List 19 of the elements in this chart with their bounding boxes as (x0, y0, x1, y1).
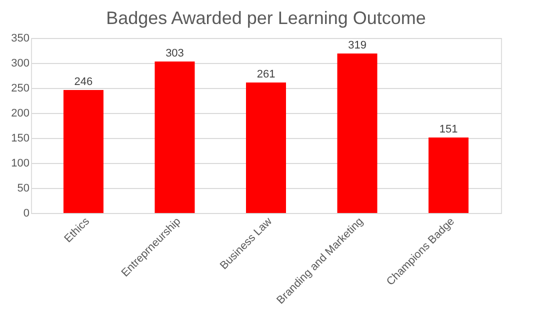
bar (154, 62, 195, 213)
data-label: 151 (439, 124, 458, 136)
y-tick-label: 300 (11, 58, 30, 70)
data-label: 319 (348, 40, 366, 52)
bar (246, 82, 286, 213)
bar (337, 54, 378, 213)
y-tick-label: 350 (11, 32, 30, 44)
data-label: 246 (74, 76, 93, 88)
data-label: 303 (166, 48, 184, 60)
y-tick-label: 100 (11, 158, 30, 170)
y-tick-label: 0 (23, 208, 30, 220)
y-tick-label: 250 (11, 82, 30, 94)
y-tick-label: 150 (11, 132, 30, 144)
data-label: 261 (256, 68, 276, 80)
chart-title: Badges Awarded per Learning Outcome (106, 8, 426, 28)
y-tick-label: 200 (11, 108, 30, 120)
bar (63, 90, 104, 213)
y-tick-label: 50 (17, 182, 30, 194)
bar (428, 138, 469, 213)
